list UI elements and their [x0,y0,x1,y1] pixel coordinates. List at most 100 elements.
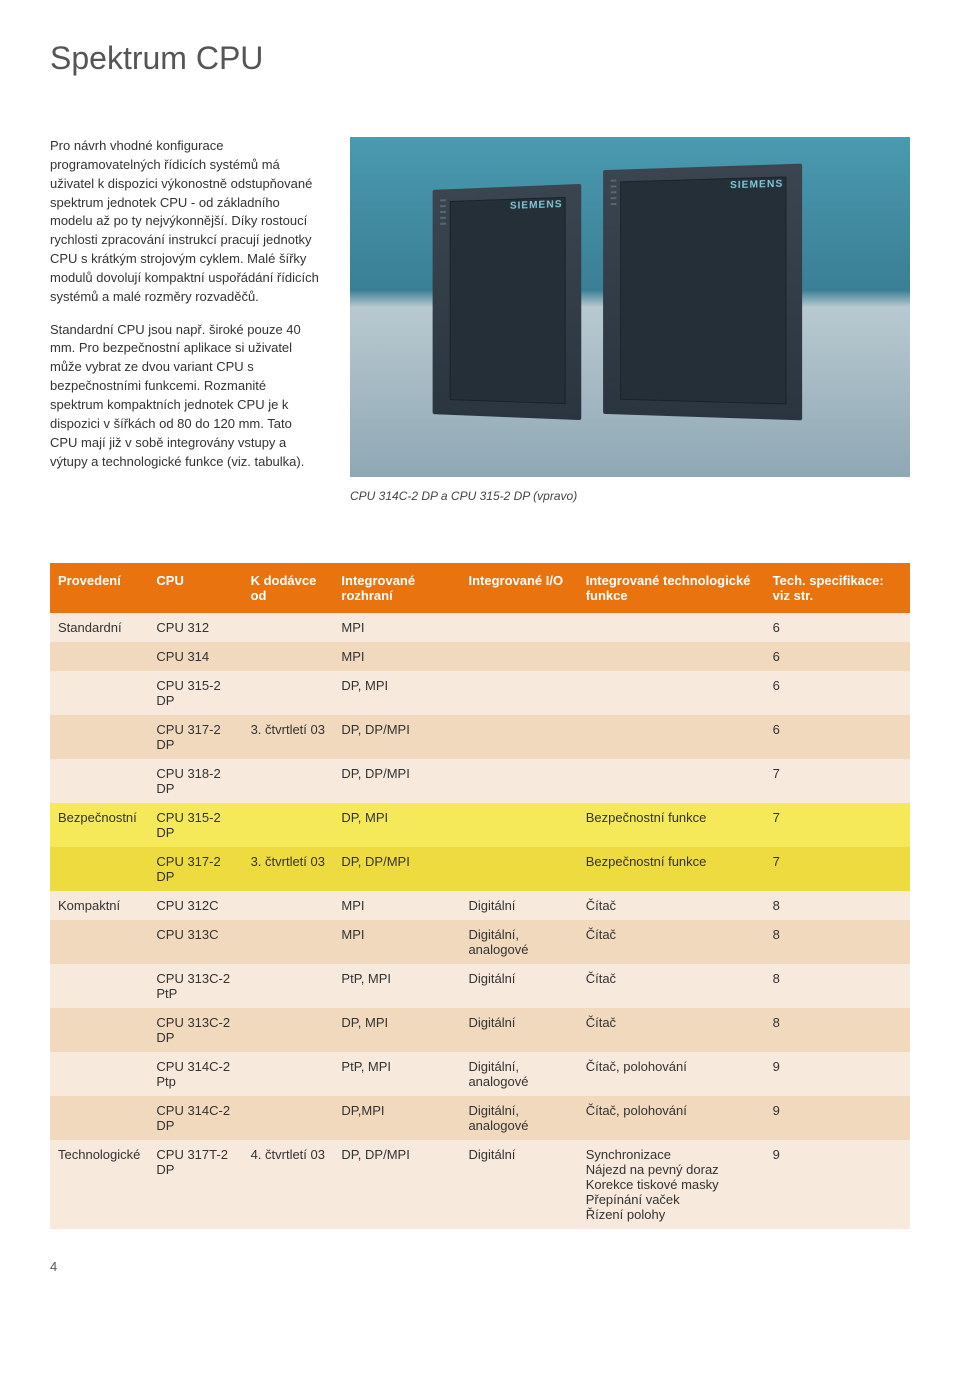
table-cell: 3. čtvrtletí 03 [243,715,334,759]
table-cell [243,1008,334,1052]
table-cell: Čítač [578,891,765,920]
table-cell [243,964,334,1008]
table-cell [460,803,577,847]
table-cell [243,920,334,964]
table-cell [50,1008,148,1052]
table-cell: CPU 313C-2 DP [148,1008,242,1052]
table-cell: Digitální, analogové [460,1052,577,1096]
image-caption: CPU 314C-2 DP a CPU 315-2 DP (vpravo) [350,489,910,503]
table-cell: MPI [333,613,460,642]
table-cell: 9 [765,1096,910,1140]
table-cell [243,671,334,715]
table-cell: DP,MPI [333,1096,460,1140]
table-cell: MPI [333,920,460,964]
table-cell [50,1052,148,1096]
table-body: StandardníCPU 312 MPI 6 CPU 314 MPI 6 CPU 315-… [50,613,910,1229]
table-cell: 6 [765,613,910,642]
table-cell: CPU 314C-2 DP [148,1096,242,1140]
table-cell: Bezpečnostní funkce [578,803,765,847]
table-cell: 8 [765,891,910,920]
spec-table: Provedení CPU K dodávce od Integrované r… [50,563,910,1229]
table-cell: Digitální [460,1140,577,1229]
table-cell [243,1052,334,1096]
table-cell: Čítač [578,1008,765,1052]
table-cell [50,964,148,1008]
table-header-row: Provedení CPU K dodávce od Integrované r… [50,563,910,613]
intro-paragraph-2: Standardní CPU jsou např. široké pouze 4… [50,321,320,472]
col-io: Integrované I/O [460,563,577,613]
table-row: CPU 314C-2 PtpPtP, MPIDigitální, analogo… [50,1052,910,1096]
table-row: KompaktníCPU 312CMPIDigitálníČítač8 [50,891,910,920]
table-cell [50,715,148,759]
table-cell [578,759,765,803]
table-cell: CPU 317-2 DP [148,715,242,759]
table-cell [460,613,577,642]
table-cell: 9 [765,1140,910,1229]
table-cell: SynchronizaceNájezd na pevný dorazKorekc… [578,1140,765,1229]
table-cell: DP, DP/MPI [333,1140,460,1229]
table-cell [243,1096,334,1140]
table-cell [243,613,334,642]
table-cell: Digitální [460,1008,577,1052]
table-cell: Digitální [460,891,577,920]
col-rozhrani: Integrované rozhraní [333,563,460,613]
table-cell: CPU 317T-2 DP [148,1140,242,1229]
table-cell: CPU 317-2 DP [148,847,242,891]
table-cell [50,642,148,671]
table-cell: 8 [765,920,910,964]
table-cell: Digitální, analogové [460,920,577,964]
table-cell: CPU 312 [148,613,242,642]
col-provedeni: Provedení [50,563,148,613]
table-row: CPU 318-2 DPDP, DP/MPI7 [50,759,910,803]
col-cpu: CPU [148,563,242,613]
device-left: SIEMENS [433,184,582,420]
table-row: StandardníCPU 312 MPI 6 [50,613,910,642]
table-cell [50,920,148,964]
table-cell: CPU 314 [148,642,242,671]
table-cell [243,759,334,803]
intro-paragraph-1: Pro návrh vhodné konfigurace programovat… [50,137,320,307]
table-cell: 4. čtvrtletí 03 [243,1140,334,1229]
table-cell: 7 [765,847,910,891]
table-cell: DP, DP/MPI [333,847,460,891]
table-cell: Digitální [460,964,577,1008]
table-cell: Bezpečnostní funkce [578,847,765,891]
table-cell: CPU 318-2 DP [148,759,242,803]
table-row: CPU 314MPI6 [50,642,910,671]
table-cell: DP, MPI [333,803,460,847]
table-cell [460,715,577,759]
table-cell: Čítač [578,964,765,1008]
page-title: Spektrum CPU [50,40,910,77]
table-cell: CPU 314C-2 Ptp [148,1052,242,1096]
table-cell: 8 [765,1008,910,1052]
table-cell: CPU 312C [148,891,242,920]
table-cell: Čítač [578,920,765,964]
table-row: CPU 313C-2 PtPPtP, MPIDigitálníČítač8 [50,964,910,1008]
table-cell [578,642,765,671]
table-cell: Bezpečnostní [50,803,148,847]
brand-label: SIEMENS [510,199,563,212]
table-cell [578,715,765,759]
table-cell: DP, MPI [333,1008,460,1052]
product-image: SIEMENS SIEMENS [350,137,910,477]
table-cell [578,613,765,642]
text-column: Pro návrh vhodné konfigurace programovat… [50,137,320,503]
table-cell: DP, DP/MPI [333,759,460,803]
table-cell: CPU 313C [148,920,242,964]
table-cell: Standardní [50,613,148,642]
table-cell: Kompaktní [50,891,148,920]
table-cell [243,803,334,847]
table-row: CPU 313C MPIDigitální, analogovéČítač8 [50,920,910,964]
table-cell: CPU 315-2 DP [148,671,242,715]
table-cell: Digitální, analogové [460,1096,577,1140]
table-cell: MPI [333,642,460,671]
table-cell: 6 [765,715,910,759]
brand-label: SIEMENS [730,179,783,192]
table-cell [460,847,577,891]
table-cell [50,759,148,803]
table-cell: 9 [765,1052,910,1096]
table-cell: Čítač, polohování [578,1096,765,1140]
col-funkce: Integrované technologické funkce [578,563,765,613]
page-number: 4 [50,1259,910,1274]
table-cell: PtP, MPI [333,964,460,1008]
